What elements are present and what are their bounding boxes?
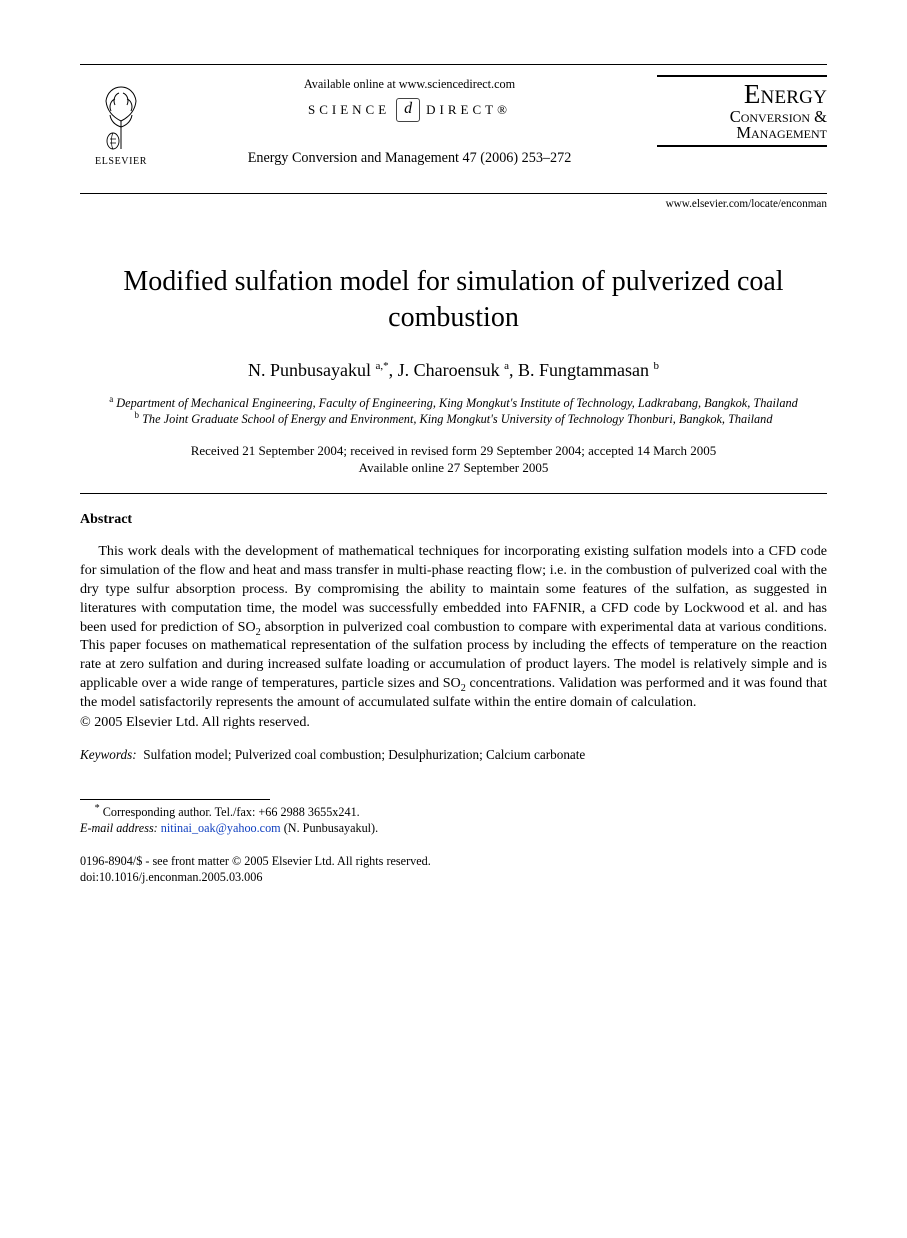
corresponding-email-link[interactable]: nitinai_oak@yahoo.com	[161, 821, 281, 835]
affiliation-b: b The Joint Graduate School of Energy an…	[80, 411, 827, 428]
abstract-body: This work deals with the development of …	[80, 542, 827, 712]
header-center: Available online at www.sciencedirect.co…	[162, 75, 657, 167]
email-tail: (N. Punbusayakul).	[281, 821, 379, 835]
front-matter-line: 0196-8904/$ - see front matter © 2005 El…	[80, 853, 827, 869]
footnote-marker: *	[95, 803, 100, 814]
divider	[80, 493, 827, 494]
sciencedirect-right: DIRECT®	[426, 102, 511, 118]
available-online-text: Available online at www.sciencedirect.co…	[162, 77, 657, 92]
dates-line1: Received 21 September 2004; received in …	[80, 442, 827, 460]
corresponding-author-text: Corresponding author. Tel./fax: +66 2988…	[103, 805, 360, 819]
keywords-text: Sulfation model; Pulverized coal combust…	[143, 747, 585, 762]
article-title: Modified sulfation model for simulation …	[80, 264, 827, 336]
keywords-line: Keywords: Sulfation model; Pulverized co…	[80, 747, 827, 763]
keywords-label: Keywords:	[80, 747, 137, 762]
copyright-line: © 2005 Elsevier Ltd. All rights reserved…	[80, 714, 827, 731]
footnote-divider	[80, 799, 270, 800]
sciencedirect-logo: SCIENCE d DIRECT®	[308, 98, 511, 122]
sciencedirect-badge-icon: d	[396, 98, 420, 122]
doi-line: doi:10.1016/j.enconman.2005.03.006	[80, 869, 827, 885]
journal-logo: Energy Conversion & Management	[657, 75, 827, 147]
journal-title-line3: Management	[657, 125, 827, 142]
journal-locate-url[interactable]: www.elsevier.com/locate/enconman	[80, 198, 827, 210]
affiliations: a Department of Mechanical Engineering, …	[80, 395, 827, 428]
corresponding-footnote: * Corresponding author. Tel./fax: +66 29…	[80, 804, 827, 837]
affiliation-a: a Department of Mechanical Engineering, …	[80, 395, 827, 412]
dates-line2: Available online 27 September 2005	[80, 459, 827, 477]
page: ELSEVIER Available online at www.science…	[0, 0, 907, 1238]
elsevier-tree-icon	[91, 81, 151, 153]
sciencedirect-left: SCIENCE	[308, 102, 390, 118]
authors-line: N. Punbusayakul a,*, J. Charoensuk a, B.…	[80, 360, 827, 381]
journal-title-box: Energy Conversion & Management	[657, 75, 827, 147]
email-label: E-mail address:	[80, 821, 158, 835]
article-dates: Received 21 September 2004; received in …	[80, 442, 827, 477]
citation-line: Energy Conversion and Management 47 (200…	[162, 150, 657, 167]
journal-title-line1: Energy	[657, 81, 827, 109]
front-matter-block: 0196-8904/$ - see front matter © 2005 El…	[80, 853, 827, 886]
abstract-heading: Abstract	[80, 512, 827, 528]
header-band: ELSEVIER Available online at www.science…	[80, 64, 827, 194]
publisher-logo: ELSEVIER	[80, 75, 162, 167]
publisher-name: ELSEVIER	[95, 156, 147, 167]
